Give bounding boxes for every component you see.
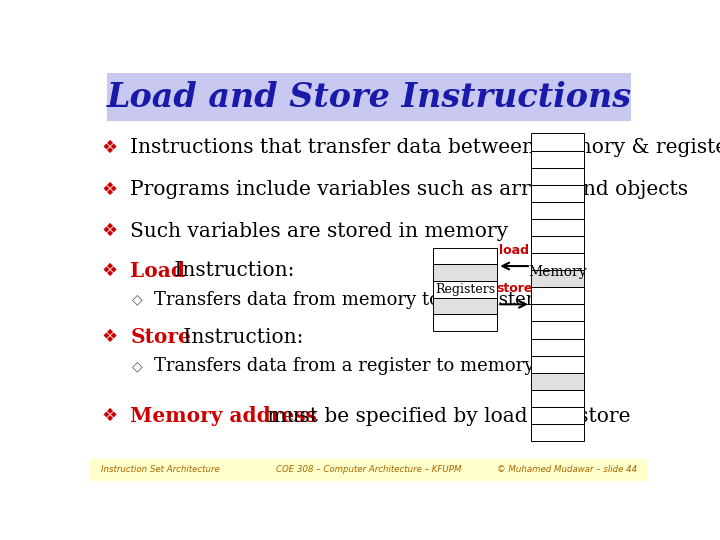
Bar [531, 407, 584, 424]
Text: Programs include variables such as arrays and objects: Programs include variables such as array… [130, 180, 688, 199]
Text: must be specified by load and store: must be specified by load and store [261, 407, 631, 426]
Text: Load: Load [130, 261, 185, 281]
Text: Memory address: Memory address [130, 406, 318, 426]
Bar [531, 133, 584, 151]
Bar [531, 424, 584, 441]
Bar [531, 151, 584, 167]
Bar [90, 459, 648, 481]
Text: © Muhamed Mudawar – slide 44: © Muhamed Mudawar – slide 44 [497, 465, 637, 474]
Bar [531, 287, 584, 305]
Text: ❖: ❖ [102, 180, 117, 199]
Bar [433, 298, 498, 314]
Bar [531, 390, 584, 407]
Bar [433, 281, 498, 298]
Text: Transfers data from a register to memory: Transfers data from a register to memory [154, 357, 534, 375]
Bar [531, 339, 584, 356]
Text: Instruction Set Architecture: Instruction Set Architecture [101, 465, 220, 474]
Text: ◇: ◇ [132, 293, 143, 307]
Bar [531, 321, 584, 339]
Text: Registers: Registers [435, 283, 495, 296]
Text: Instruction:: Instruction: [177, 328, 304, 347]
Bar [531, 236, 584, 253]
Text: load: load [499, 244, 529, 257]
Bar [531, 219, 584, 236]
Text: Memory: Memory [528, 265, 587, 279]
Text: Instructions that transfer data between memory & registers: Instructions that transfer data between … [130, 138, 720, 158]
Bar [531, 253, 584, 270]
Bar [433, 265, 498, 281]
Bar [531, 185, 584, 202]
Text: Store: Store [130, 327, 191, 347]
Bar [107, 73, 631, 121]
Text: Load and Store Instructions: Load and Store Instructions [107, 81, 631, 114]
Text: ❖: ❖ [102, 328, 117, 346]
Text: ❖: ❖ [102, 407, 117, 425]
Bar [531, 167, 584, 185]
Text: ❖: ❖ [102, 261, 117, 280]
Text: Such variables are stored in memory: Such variables are stored in memory [130, 221, 508, 241]
Bar [433, 248, 498, 265]
Bar [531, 202, 584, 219]
Bar [433, 314, 498, 331]
Text: ◇: ◇ [132, 359, 143, 373]
Text: Instruction:: Instruction: [168, 261, 294, 280]
Bar [531, 373, 584, 390]
Text: ❖: ❖ [102, 222, 117, 240]
Bar [531, 356, 584, 373]
Text: Transfers data from memory to a register: Transfers data from memory to a register [154, 291, 534, 309]
Text: ❖: ❖ [102, 139, 117, 157]
Text: COE 308 – Computer Architecture – KFUPM: COE 308 – Computer Architecture – KFUPM [276, 465, 462, 474]
Bar [531, 270, 584, 287]
Bar [531, 305, 584, 321]
Text: store: store [496, 282, 532, 295]
